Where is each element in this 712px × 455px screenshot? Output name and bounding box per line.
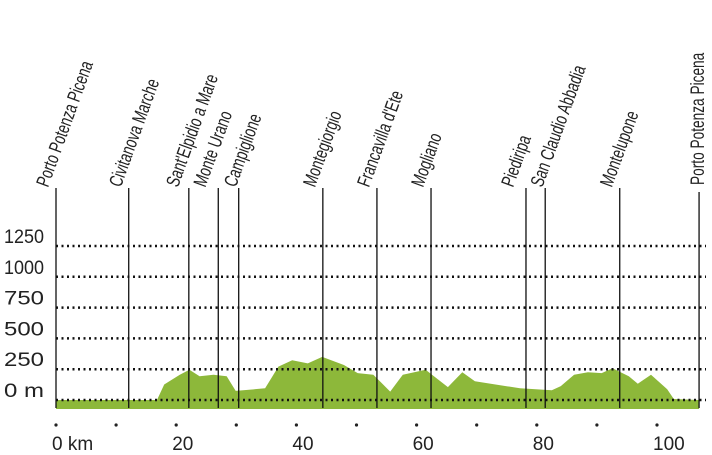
x-tick-dot [595, 423, 599, 427]
x-tick-dot [655, 423, 659, 427]
x-tick-dot [354, 423, 359, 427]
place-label: Porto Potenza Picena [687, 52, 709, 185]
place-label: Porto Potenza Picena [32, 57, 98, 189]
x-tick-dot [294, 423, 298, 427]
x-tick-dot [114, 423, 118, 427]
place-label: Mogliano [407, 130, 446, 190]
x-tick-dot [174, 423, 178, 427]
x-tick-label: 60 [413, 434, 434, 455]
place-label: Francavilla d'Ete [353, 88, 408, 190]
x-tick-label: 80 [533, 434, 554, 455]
x-tick-label: 40 [292, 434, 313, 455]
y-tick-label: 1000 [4, 258, 44, 279]
place-label: Civitanova Marche [105, 76, 164, 190]
x-tick-dot [415, 423, 419, 427]
x-tick-dot [54, 423, 58, 427]
x-tick-dot [234, 423, 238, 427]
y-tick-label: 250 [4, 350, 44, 371]
y-tick-label: 0 m [4, 381, 44, 402]
place-label: Montegiorgio [299, 108, 347, 190]
y-tick-label: 750 [4, 289, 44, 310]
y-tick-label: 1250 [4, 227, 44, 248]
x-tick-label: 20 [172, 434, 193, 455]
place-label: Montelupone [596, 108, 644, 190]
x-tick-label: 100 [653, 434, 685, 455]
x-tick-dot [535, 423, 539, 427]
x-tick-dot [475, 423, 479, 427]
y-tick-label: 500 [4, 319, 44, 340]
x-tick-label: 0 km [52, 434, 93, 455]
place-label: San Claudio Abbadia [526, 61, 590, 189]
